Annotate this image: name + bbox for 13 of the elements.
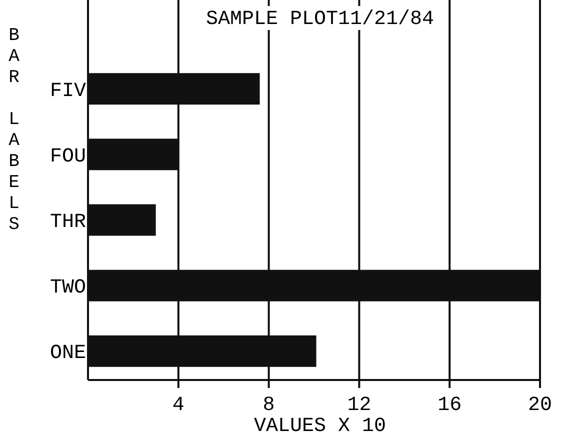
y-tick-label: TWO [50, 276, 86, 300]
x-tick-label: 8 [262, 394, 275, 417]
y-axis-title: BAR LABELS [4, 26, 24, 236]
y-tick-label: THR [50, 211, 86, 234]
y-tick-label: ONE [50, 342, 86, 366]
chart-title: SAMPLE PLOT11/21/84 [206, 8, 434, 31]
y-tick-label: FIV [50, 80, 86, 103]
x-tick-label: 16 [438, 394, 462, 417]
y-tick-label: FOU [50, 145, 86, 168]
x-axis-title: VALUES X 10 [254, 415, 386, 437]
x-tick-label: 12 [347, 394, 372, 417]
x-tick-label: 4 [172, 394, 184, 417]
x-tick-label: 20 [528, 394, 552, 417]
